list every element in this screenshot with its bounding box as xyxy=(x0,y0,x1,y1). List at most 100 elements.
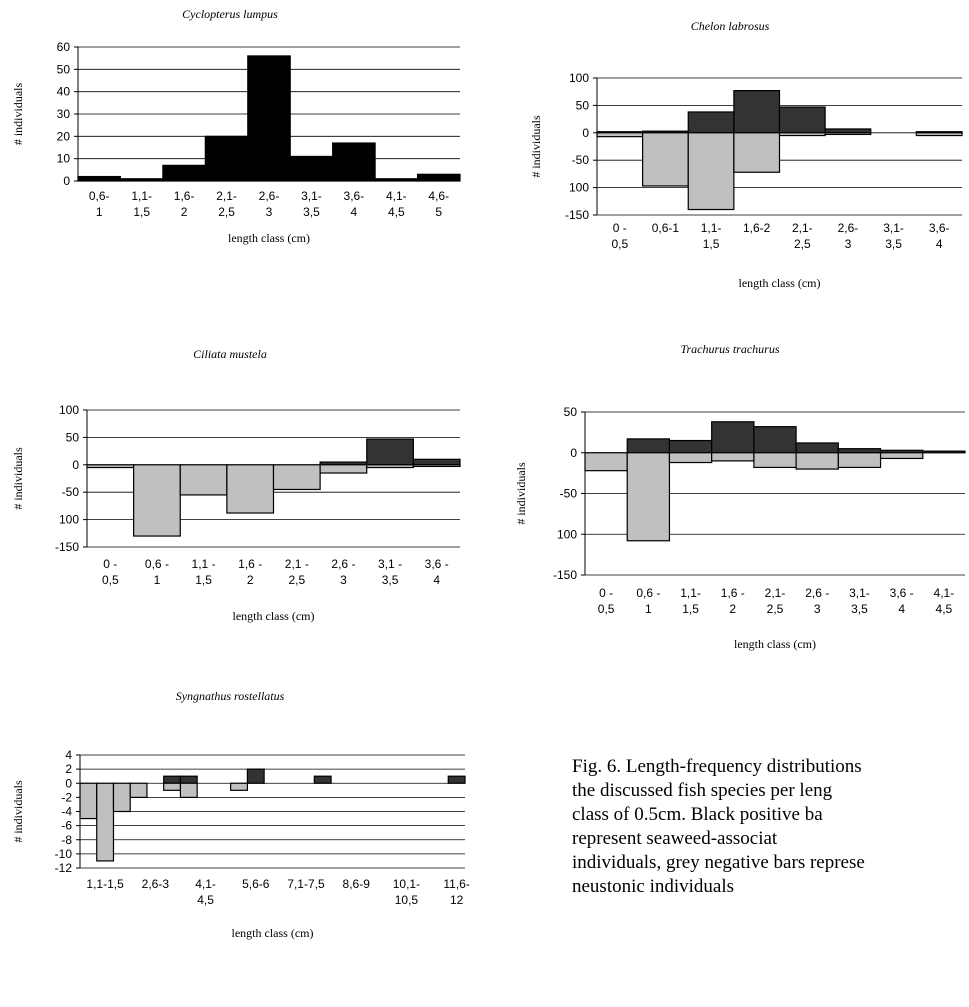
x-tick-label: 0,6-1 xyxy=(652,221,680,235)
bar xyxy=(230,782,248,791)
x-tick-label: 3,6 -4 xyxy=(890,586,914,616)
bar xyxy=(687,132,735,211)
bar xyxy=(374,178,419,182)
caption-line: individuals, grey negative bars represe xyxy=(572,852,865,873)
bar xyxy=(778,106,826,134)
bar xyxy=(179,775,198,784)
y-tick-label: 0 xyxy=(582,126,589,140)
x-tick-label: 8,6-9 xyxy=(343,877,371,891)
y-tick-label: 0 xyxy=(570,446,577,460)
caption-line: the discussed fish species per leng xyxy=(572,780,833,801)
caption-line: neustonic individuals xyxy=(572,876,734,897)
y-tick-label: -50 xyxy=(62,485,80,499)
x-tick-label: 2,6-3 xyxy=(838,221,859,251)
x-tick-label: 1,1-1,5 xyxy=(131,189,152,219)
y-tick-label: -150 xyxy=(565,208,589,222)
y-tick-label: -4 xyxy=(61,805,72,819)
x-axis-title: length class (cm) xyxy=(739,276,821,290)
x-tick-label: 3,6-4 xyxy=(929,221,950,251)
y-tick-label: 0 xyxy=(72,458,79,472)
bar xyxy=(319,464,368,474)
y-axis-title: # individuals xyxy=(514,462,528,525)
bar xyxy=(733,132,781,173)
y-axis-title: # individuals xyxy=(11,83,25,146)
x-tick-label: 4,1-4,5 xyxy=(934,586,955,616)
x-tick-label: 1,1-1,5 xyxy=(86,877,124,891)
x-tick-label: 0 -0,5 xyxy=(611,221,628,251)
x-tick-label: 10,1-10,5 xyxy=(393,877,420,907)
bar xyxy=(77,175,122,182)
bar xyxy=(247,55,291,182)
bar xyxy=(246,768,265,784)
x-tick-label: 2,1-2,5 xyxy=(792,221,813,251)
bar xyxy=(837,448,882,454)
bar xyxy=(447,775,466,784)
bar xyxy=(179,782,198,798)
bar xyxy=(133,464,181,537)
bar xyxy=(753,426,797,454)
y-tick-label: 10 xyxy=(57,152,71,166)
x-tick-label: 0,6-1 xyxy=(89,189,110,219)
bar xyxy=(272,464,321,491)
x-axis-title: length class (cm) xyxy=(228,231,310,245)
x-tick-label: 1,6 -2 xyxy=(721,586,745,616)
bar xyxy=(915,132,963,137)
bar xyxy=(112,782,131,813)
bar xyxy=(922,450,966,454)
x-tick-label: 1,1-1,5 xyxy=(701,221,722,251)
y-tick-label: 100 xyxy=(557,527,577,541)
bar xyxy=(366,464,414,469)
x-tick-label: 3,1-3,5 xyxy=(849,586,870,616)
bar xyxy=(711,421,755,454)
chart-title: Ciliata mustela xyxy=(193,347,267,361)
bar xyxy=(778,132,826,137)
y-tick-label: -2 xyxy=(61,790,72,804)
y-tick-label: 50 xyxy=(576,98,590,112)
bar xyxy=(668,452,713,464)
bar xyxy=(366,438,414,466)
x-tick-label: 3,6-4 xyxy=(344,189,365,219)
caption-line: represent seaweed-associat xyxy=(572,828,778,849)
y-tick-label: -8 xyxy=(61,833,72,847)
bar xyxy=(163,775,182,784)
chart-title: Syngnathus rostellatus xyxy=(176,689,285,703)
y-axis-title: # individuals xyxy=(11,447,25,510)
bar xyxy=(412,464,461,468)
bar xyxy=(204,135,249,182)
bar xyxy=(733,90,781,134)
chart-title: Trachurus trachurus xyxy=(680,342,779,356)
y-tick-label: 100 xyxy=(569,181,589,195)
x-tick-label: 1,1-1,5 xyxy=(680,586,701,616)
y-tick-label: -12 xyxy=(55,861,73,875)
bar xyxy=(711,452,755,462)
y-tick-label: 50 xyxy=(57,62,71,76)
bar xyxy=(163,782,182,791)
x-tick-label: 7,1-7,5 xyxy=(287,877,325,891)
y-tick-label: 50 xyxy=(66,430,80,444)
bar xyxy=(584,452,628,472)
y-tick-label: 100 xyxy=(59,403,79,417)
x-axis-title: length class (cm) xyxy=(233,609,315,623)
caption-line: Fig. 6. Length-frequency distributions xyxy=(572,756,862,777)
x-tick-label: 5,6-6 xyxy=(242,877,270,891)
y-axis-title: # individuals xyxy=(529,115,543,178)
x-tick-label: 1,6-2 xyxy=(174,189,195,219)
bar xyxy=(179,464,228,496)
x-axis-title: length class (cm) xyxy=(734,637,816,651)
bar xyxy=(879,452,924,460)
x-tick-label: 0 -0,5 xyxy=(102,557,119,587)
bar xyxy=(332,142,376,182)
x-tick-label: 0 -0,5 xyxy=(598,586,615,616)
y-tick-label: 100 xyxy=(59,513,79,527)
bar xyxy=(795,442,839,454)
x-tick-label: 4,6-5 xyxy=(428,189,449,219)
y-tick-label: 4 xyxy=(65,748,72,762)
bar xyxy=(824,132,872,136)
bar xyxy=(119,178,164,182)
bar xyxy=(162,164,206,182)
y-tick-label: 40 xyxy=(57,85,71,99)
x-tick-label: 3,1-3,5 xyxy=(301,189,322,219)
y-tick-label: 60 xyxy=(57,40,71,54)
x-tick-label: 3,1-3,5 xyxy=(883,221,904,251)
